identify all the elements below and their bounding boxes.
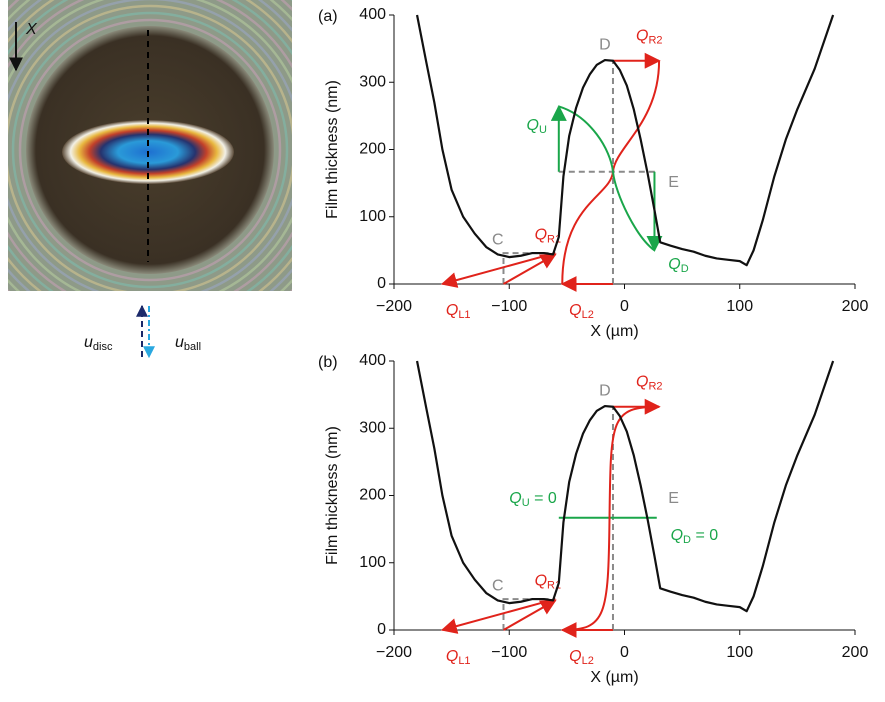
y-tick-label: 200: [359, 487, 386, 504]
flow-arrow: [503, 600, 555, 630]
x-tick-label: 0: [620, 644, 629, 661]
annotation-main: D: [599, 36, 611, 53]
disc-velocity-label: udisc: [84, 334, 113, 353]
annotation: QD = 0: [671, 527, 719, 546]
panel-label: (a): [318, 8, 338, 25]
annotation-main: Q: [569, 302, 581, 319]
x-tick-label: 100: [726, 298, 753, 315]
annotation-main: Q: [636, 28, 648, 45]
y-tick-label: 300: [359, 73, 386, 90]
x-tick-label: −100: [491, 644, 527, 661]
annotation-sub: R2: [648, 34, 662, 46]
annotation-main: Q: [636, 374, 648, 391]
x-tick-label: 200: [842, 298, 869, 315]
y-tick-label: 100: [359, 554, 386, 571]
y-axis-label: Film thickness (nm): [324, 426, 341, 565]
annotation: QU = 0: [509, 490, 557, 509]
annotation-sub: L2: [582, 309, 594, 321]
label-main: u: [175, 334, 184, 351]
y-tick-label: 100: [359, 208, 386, 225]
flow-arrow: [442, 253, 555, 284]
annotation-main: E: [668, 490, 679, 507]
x-tick-label: −200: [376, 298, 412, 315]
annotation: C: [492, 232, 504, 249]
annotation-sub: D: [681, 263, 689, 275]
annotation-main: E: [668, 174, 679, 191]
y-tick-label: 400: [359, 6, 386, 23]
annotation: QL1: [446, 302, 471, 321]
annotation: QD: [668, 256, 688, 275]
annotation-sub: R2: [648, 380, 662, 392]
annotation-main: Q: [671, 527, 683, 544]
thickness-line: [417, 361, 833, 611]
annotation: QR2: [636, 374, 663, 393]
annotation: QR2: [636, 28, 663, 47]
interferogram: X: [0, 0, 364, 364]
annotation: E: [668, 490, 679, 507]
annotation: C: [492, 578, 504, 595]
annotation-suffix: = 0: [530, 490, 557, 507]
y-axis-label: Film thickness (nm): [324, 80, 341, 219]
annotation: D: [599, 36, 611, 53]
thickness-line: [417, 15, 833, 265]
flow-arrow: [503, 254, 555, 284]
flow-arrow: [442, 599, 555, 630]
label-sub: disc: [93, 341, 113, 353]
label-sub: ball: [184, 341, 201, 353]
annotation: E: [668, 174, 679, 191]
annotation-main: Q: [569, 648, 581, 665]
annotation: QL2: [569, 302, 594, 321]
annotation-main: Q: [446, 648, 458, 665]
x-axis-label: X (µm): [590, 323, 638, 340]
annotation: QU: [527, 117, 547, 136]
y-tick-label: 400: [359, 352, 386, 369]
figure: X udisc uball −200−100010020001002003004…: [0, 0, 885, 702]
x-tick-label: 0: [620, 298, 629, 315]
x-tick-label: 200: [842, 644, 869, 661]
annotation-sub: L1: [458, 309, 470, 321]
annotation-main: Q: [668, 256, 680, 273]
annotation-sub: U: [522, 497, 530, 509]
y-tick-label: 0: [377, 621, 386, 638]
y-tick-label: 0: [377, 275, 386, 292]
y-tick-label: 200: [359, 141, 386, 158]
ball-velocity-label: uball: [175, 334, 201, 353]
annotation-suffix: = 0: [691, 527, 718, 544]
annotation-sub: L2: [582, 655, 594, 667]
annotation-main: Q: [527, 117, 539, 134]
annotation-main: D: [599, 382, 611, 399]
label-main: u: [84, 334, 93, 351]
annotation-sub: D: [683, 534, 691, 546]
x-tick-label: −100: [491, 298, 527, 315]
panel-label: (b): [318, 354, 338, 371]
annotation-main: Q: [509, 490, 521, 507]
annotation-main: Q: [446, 302, 458, 319]
y-tick-label: 300: [359, 419, 386, 436]
x-axis-label: X (µm): [590, 669, 638, 686]
annotation-sub: U: [539, 124, 547, 136]
annotation-main: C: [492, 232, 504, 249]
annotation-main: C: [492, 578, 504, 595]
annotation: QL2: [569, 648, 594, 667]
annotation-sub: L1: [458, 655, 470, 667]
annotation: D: [599, 382, 611, 399]
x-direction-label: X: [25, 21, 38, 38]
annotation-main: Q: [535, 573, 547, 590]
x-tick-label: −200: [376, 644, 412, 661]
x-tick-label: 100: [726, 644, 753, 661]
annotation: QL1: [446, 648, 471, 667]
annotation-main: Q: [535, 227, 547, 244]
